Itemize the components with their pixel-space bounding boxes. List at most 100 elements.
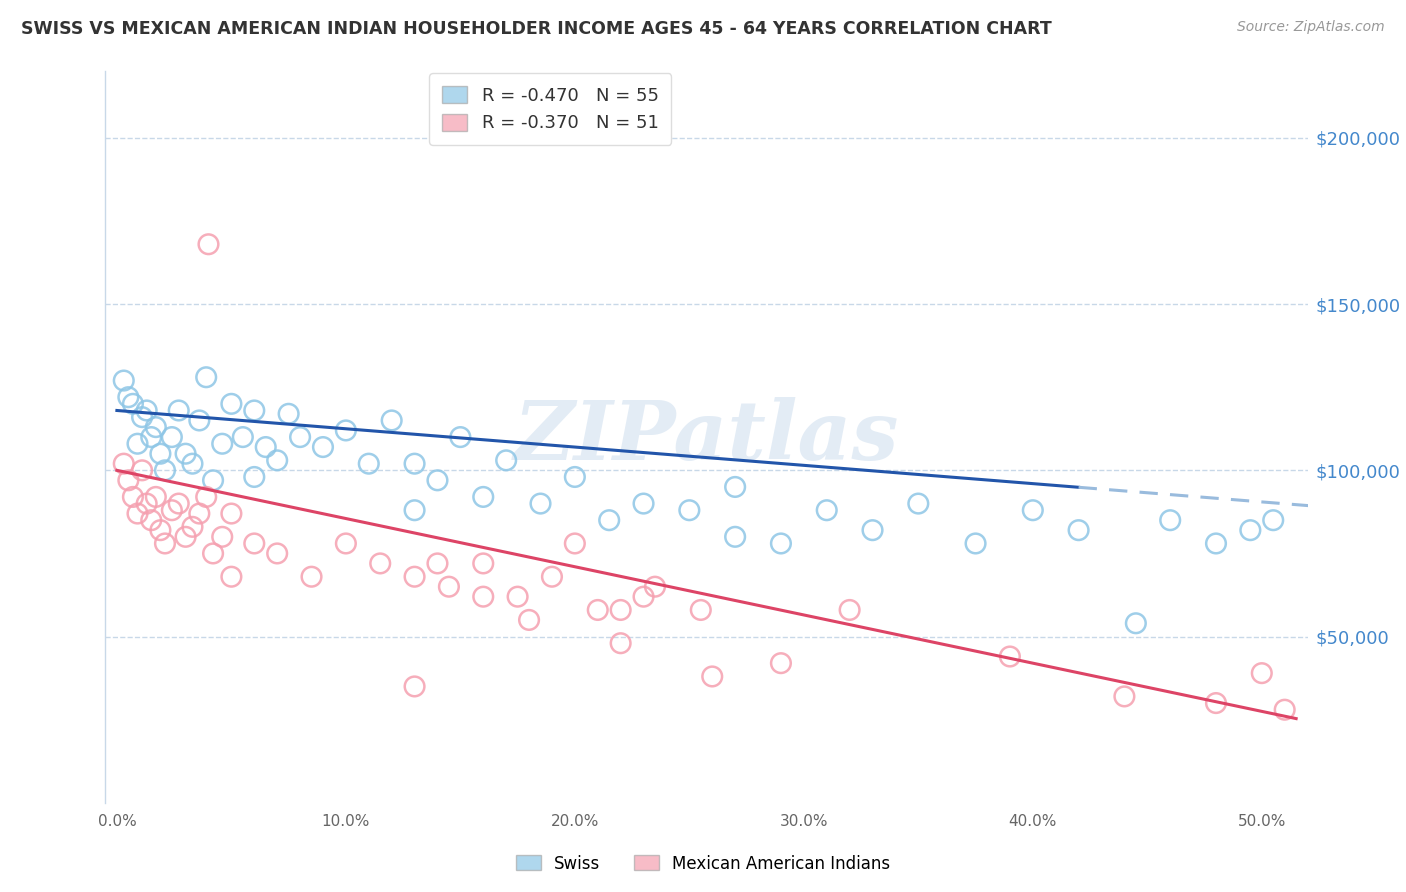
Point bbox=[211, 530, 233, 544]
Point bbox=[266, 546, 288, 560]
Point bbox=[472, 490, 495, 504]
Point bbox=[135, 403, 157, 417]
Point bbox=[160, 503, 183, 517]
Point bbox=[862, 523, 884, 537]
Point bbox=[1250, 666, 1272, 681]
Point bbox=[404, 503, 426, 517]
Point bbox=[117, 473, 139, 487]
Point bbox=[495, 453, 517, 467]
Point bbox=[404, 680, 426, 694]
Point bbox=[1263, 513, 1285, 527]
Point bbox=[1159, 513, 1181, 527]
Point bbox=[153, 536, 176, 550]
Point bbox=[312, 440, 335, 454]
Point bbox=[1125, 616, 1147, 631]
Point bbox=[529, 497, 551, 511]
Point bbox=[117, 390, 139, 404]
Point bbox=[243, 536, 266, 550]
Point bbox=[449, 430, 471, 444]
Point bbox=[381, 413, 404, 427]
Point bbox=[609, 603, 631, 617]
Point bbox=[907, 497, 929, 511]
Point bbox=[368, 557, 391, 571]
Point bbox=[564, 470, 586, 484]
Point bbox=[1205, 696, 1227, 710]
Text: ZIPatlas: ZIPatlas bbox=[513, 397, 900, 477]
Point bbox=[598, 513, 620, 527]
Point bbox=[145, 490, 167, 504]
Point bbox=[564, 536, 586, 550]
Point bbox=[174, 447, 197, 461]
Point bbox=[181, 520, 204, 534]
Point bbox=[127, 507, 149, 521]
Point bbox=[141, 430, 163, 444]
Text: SWISS VS MEXICAN AMERICAN INDIAN HOUSEHOLDER INCOME AGES 45 - 64 YEARS CORRELATI: SWISS VS MEXICAN AMERICAN INDIAN HOUSEHO… bbox=[21, 20, 1052, 37]
Point bbox=[472, 590, 495, 604]
Point bbox=[1205, 536, 1227, 550]
Point bbox=[689, 603, 711, 617]
Point bbox=[181, 457, 204, 471]
Point bbox=[167, 497, 190, 511]
Point bbox=[586, 603, 609, 617]
Point bbox=[301, 570, 323, 584]
Point bbox=[197, 237, 219, 252]
Legend: Swiss, Mexican American Indians: Swiss, Mexican American Indians bbox=[509, 848, 897, 880]
Point bbox=[288, 430, 311, 444]
Point bbox=[211, 436, 233, 450]
Point bbox=[153, 463, 176, 477]
Point bbox=[243, 403, 266, 417]
Point bbox=[266, 453, 288, 467]
Point bbox=[112, 457, 135, 471]
Point bbox=[112, 374, 135, 388]
Point bbox=[541, 570, 564, 584]
Point bbox=[127, 436, 149, 450]
Point bbox=[141, 513, 163, 527]
Point bbox=[254, 440, 277, 454]
Point bbox=[335, 536, 357, 550]
Point bbox=[1239, 523, 1261, 537]
Point bbox=[149, 447, 172, 461]
Point bbox=[195, 490, 218, 504]
Point bbox=[174, 530, 197, 544]
Point bbox=[838, 603, 860, 617]
Point bbox=[965, 536, 987, 550]
Point bbox=[122, 490, 145, 504]
Point bbox=[135, 497, 157, 511]
Point bbox=[202, 473, 225, 487]
Point bbox=[221, 397, 243, 411]
Point bbox=[167, 403, 190, 417]
Point bbox=[644, 580, 666, 594]
Point bbox=[277, 407, 299, 421]
Point bbox=[724, 480, 747, 494]
Point bbox=[1274, 703, 1296, 717]
Point bbox=[335, 424, 357, 438]
Point bbox=[472, 557, 495, 571]
Point bbox=[998, 649, 1021, 664]
Point bbox=[404, 457, 426, 471]
Point bbox=[724, 530, 747, 544]
Point bbox=[188, 507, 211, 521]
Point bbox=[633, 590, 655, 604]
Point bbox=[517, 613, 540, 627]
Point bbox=[122, 397, 145, 411]
Point bbox=[404, 570, 426, 584]
Point bbox=[232, 430, 254, 444]
Point bbox=[702, 669, 724, 683]
Point bbox=[609, 636, 631, 650]
Point bbox=[1067, 523, 1090, 537]
Point bbox=[633, 497, 655, 511]
Point bbox=[815, 503, 838, 517]
Point bbox=[160, 430, 183, 444]
Point bbox=[195, 370, 218, 384]
Point bbox=[769, 536, 792, 550]
Legend: R = -0.470   N = 55, R = -0.370   N = 51: R = -0.470 N = 55, R = -0.370 N = 51 bbox=[429, 73, 671, 145]
Point bbox=[1114, 690, 1136, 704]
Point bbox=[221, 570, 243, 584]
Point bbox=[188, 413, 211, 427]
Point bbox=[145, 420, 167, 434]
Point bbox=[426, 473, 449, 487]
Point bbox=[1022, 503, 1045, 517]
Point bbox=[243, 470, 266, 484]
Point bbox=[437, 580, 460, 594]
Point bbox=[131, 463, 153, 477]
